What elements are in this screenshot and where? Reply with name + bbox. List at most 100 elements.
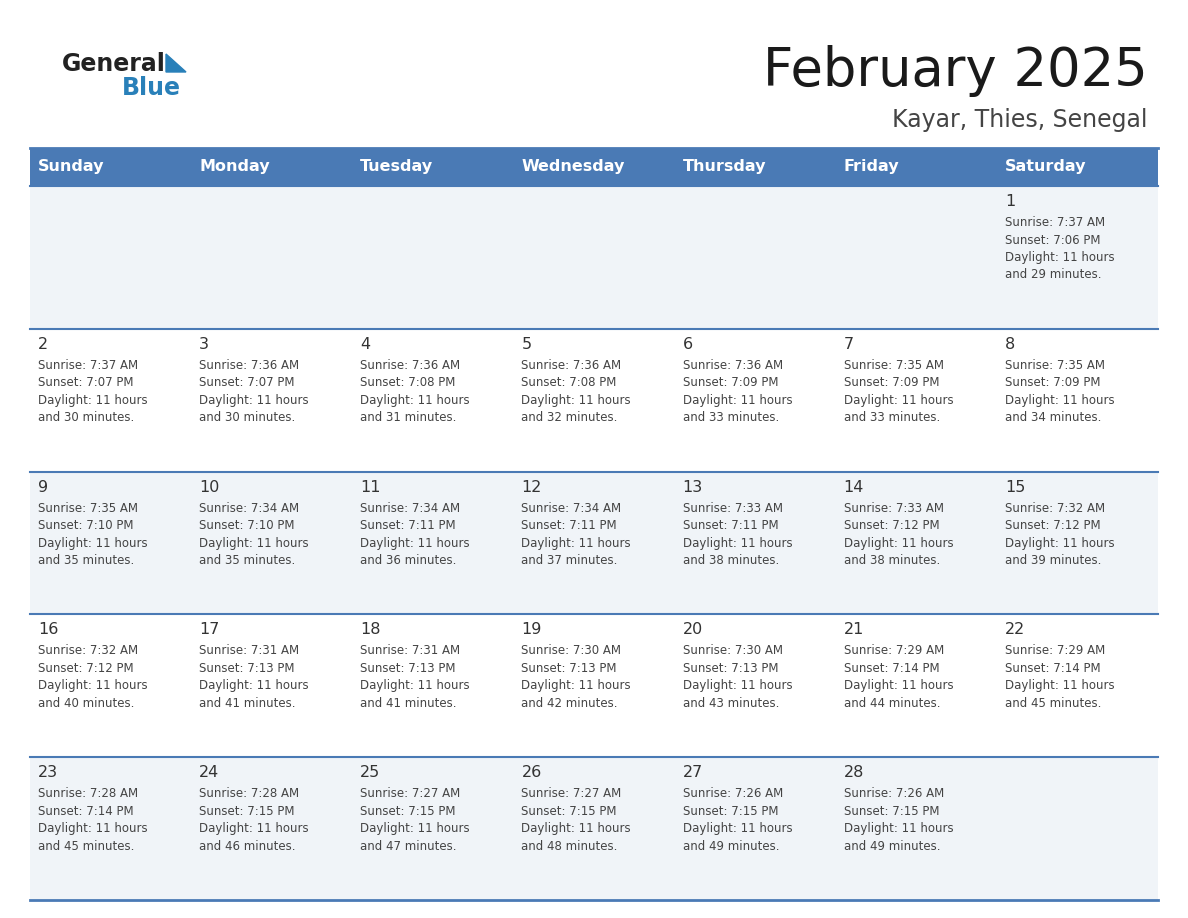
Text: Sunset: 7:14 PM: Sunset: 7:14 PM bbox=[38, 805, 133, 818]
Text: 12: 12 bbox=[522, 479, 542, 495]
Text: Sunrise: 7:34 AM: Sunrise: 7:34 AM bbox=[522, 501, 621, 515]
Text: Sunrise: 7:31 AM: Sunrise: 7:31 AM bbox=[360, 644, 461, 657]
Text: Daylight: 11 hours: Daylight: 11 hours bbox=[38, 823, 147, 835]
Text: Sunset: 7:15 PM: Sunset: 7:15 PM bbox=[360, 805, 456, 818]
Text: Sunset: 7:10 PM: Sunset: 7:10 PM bbox=[200, 519, 295, 532]
Text: and 32 minutes.: and 32 minutes. bbox=[522, 411, 618, 424]
Text: Sunrise: 7:37 AM: Sunrise: 7:37 AM bbox=[38, 359, 138, 372]
Text: Sunrise: 7:33 AM: Sunrise: 7:33 AM bbox=[683, 501, 783, 515]
Text: and 48 minutes.: and 48 minutes. bbox=[522, 840, 618, 853]
Text: Sunrise: 7:33 AM: Sunrise: 7:33 AM bbox=[843, 501, 943, 515]
Text: and 46 minutes.: and 46 minutes. bbox=[200, 840, 296, 853]
Text: Sunrise: 7:27 AM: Sunrise: 7:27 AM bbox=[360, 788, 461, 800]
Text: and 30 minutes.: and 30 minutes. bbox=[200, 411, 296, 424]
Text: 19: 19 bbox=[522, 622, 542, 637]
Text: Daylight: 11 hours: Daylight: 11 hours bbox=[1005, 251, 1114, 264]
Text: Daylight: 11 hours: Daylight: 11 hours bbox=[200, 679, 309, 692]
Text: Sunset: 7:09 PM: Sunset: 7:09 PM bbox=[1005, 376, 1100, 389]
Text: Sunrise: 7:26 AM: Sunrise: 7:26 AM bbox=[683, 788, 783, 800]
Text: Sunrise: 7:36 AM: Sunrise: 7:36 AM bbox=[522, 359, 621, 372]
Text: Daylight: 11 hours: Daylight: 11 hours bbox=[200, 823, 309, 835]
Text: Sunset: 7:15 PM: Sunset: 7:15 PM bbox=[843, 805, 940, 818]
Text: 26: 26 bbox=[522, 766, 542, 780]
Text: Sunrise: 7:34 AM: Sunrise: 7:34 AM bbox=[200, 501, 299, 515]
Text: Saturday: Saturday bbox=[1005, 160, 1086, 174]
Text: 3: 3 bbox=[200, 337, 209, 352]
Text: Sunset: 7:14 PM: Sunset: 7:14 PM bbox=[1005, 662, 1100, 675]
Text: and 38 minutes.: and 38 minutes. bbox=[843, 554, 940, 567]
Text: Sunset: 7:08 PM: Sunset: 7:08 PM bbox=[360, 376, 456, 389]
Text: Sunset: 7:10 PM: Sunset: 7:10 PM bbox=[38, 519, 133, 532]
Text: Sunrise: 7:35 AM: Sunrise: 7:35 AM bbox=[38, 501, 138, 515]
Text: and 36 minutes.: and 36 minutes. bbox=[360, 554, 456, 567]
Text: Sunset: 7:15 PM: Sunset: 7:15 PM bbox=[683, 805, 778, 818]
Text: Daylight: 11 hours: Daylight: 11 hours bbox=[200, 537, 309, 550]
Text: Sunset: 7:15 PM: Sunset: 7:15 PM bbox=[200, 805, 295, 818]
Text: and 38 minutes.: and 38 minutes. bbox=[683, 554, 779, 567]
Text: February 2025: February 2025 bbox=[763, 45, 1148, 97]
Text: Sunrise: 7:36 AM: Sunrise: 7:36 AM bbox=[683, 359, 783, 372]
Text: Daylight: 11 hours: Daylight: 11 hours bbox=[843, 537, 953, 550]
Text: and 49 minutes.: and 49 minutes. bbox=[683, 840, 779, 853]
Text: and 47 minutes.: and 47 minutes. bbox=[360, 840, 456, 853]
Text: Sunrise: 7:37 AM: Sunrise: 7:37 AM bbox=[1005, 216, 1105, 229]
Text: and 31 minutes.: and 31 minutes. bbox=[360, 411, 456, 424]
Text: Sunset: 7:12 PM: Sunset: 7:12 PM bbox=[1005, 519, 1100, 532]
Bar bbox=[30, 186, 1158, 329]
Text: and 39 minutes.: and 39 minutes. bbox=[1005, 554, 1101, 567]
Text: Daylight: 11 hours: Daylight: 11 hours bbox=[1005, 679, 1114, 692]
Text: Sunset: 7:12 PM: Sunset: 7:12 PM bbox=[843, 519, 940, 532]
Text: Sunrise: 7:35 AM: Sunrise: 7:35 AM bbox=[843, 359, 943, 372]
Text: Sunset: 7:13 PM: Sunset: 7:13 PM bbox=[360, 662, 456, 675]
Bar bbox=[30, 329, 1158, 472]
Text: and 45 minutes.: and 45 minutes. bbox=[38, 840, 134, 853]
Text: Sunset: 7:08 PM: Sunset: 7:08 PM bbox=[522, 376, 617, 389]
Text: Sunrise: 7:30 AM: Sunrise: 7:30 AM bbox=[683, 644, 783, 657]
Text: 13: 13 bbox=[683, 479, 703, 495]
Text: 25: 25 bbox=[360, 766, 380, 780]
Text: Sunset: 7:09 PM: Sunset: 7:09 PM bbox=[683, 376, 778, 389]
Text: and 41 minutes.: and 41 minutes. bbox=[200, 697, 296, 710]
Text: Sunset: 7:06 PM: Sunset: 7:06 PM bbox=[1005, 233, 1100, 247]
Text: Sunset: 7:07 PM: Sunset: 7:07 PM bbox=[200, 376, 295, 389]
Text: Sunday: Sunday bbox=[38, 160, 105, 174]
Text: and 33 minutes.: and 33 minutes. bbox=[683, 411, 779, 424]
Bar bbox=[30, 614, 1158, 757]
Text: Sunrise: 7:29 AM: Sunrise: 7:29 AM bbox=[1005, 644, 1105, 657]
Text: and 41 minutes.: and 41 minutes. bbox=[360, 697, 456, 710]
Text: Thursday: Thursday bbox=[683, 160, 766, 174]
Text: and 43 minutes.: and 43 minutes. bbox=[683, 697, 779, 710]
Text: Daylight: 11 hours: Daylight: 11 hours bbox=[1005, 394, 1114, 407]
Text: 20: 20 bbox=[683, 622, 703, 637]
Text: 21: 21 bbox=[843, 622, 864, 637]
Text: and 37 minutes.: and 37 minutes. bbox=[522, 554, 618, 567]
Text: 18: 18 bbox=[360, 622, 381, 637]
Text: Daylight: 11 hours: Daylight: 11 hours bbox=[683, 679, 792, 692]
Text: Sunset: 7:14 PM: Sunset: 7:14 PM bbox=[843, 662, 940, 675]
Text: and 42 minutes.: and 42 minutes. bbox=[522, 697, 618, 710]
Text: Sunset: 7:09 PM: Sunset: 7:09 PM bbox=[843, 376, 940, 389]
Text: General: General bbox=[62, 52, 166, 76]
Text: Sunrise: 7:31 AM: Sunrise: 7:31 AM bbox=[200, 644, 299, 657]
Text: Wednesday: Wednesday bbox=[522, 160, 625, 174]
Text: Sunset: 7:07 PM: Sunset: 7:07 PM bbox=[38, 376, 133, 389]
Text: Sunrise: 7:36 AM: Sunrise: 7:36 AM bbox=[360, 359, 461, 372]
Text: Daylight: 11 hours: Daylight: 11 hours bbox=[360, 679, 470, 692]
Text: Sunset: 7:11 PM: Sunset: 7:11 PM bbox=[360, 519, 456, 532]
Text: Daylight: 11 hours: Daylight: 11 hours bbox=[360, 394, 470, 407]
Text: Tuesday: Tuesday bbox=[360, 160, 434, 174]
Text: 23: 23 bbox=[38, 766, 58, 780]
Text: Daylight: 11 hours: Daylight: 11 hours bbox=[1005, 537, 1114, 550]
Text: Sunset: 7:13 PM: Sunset: 7:13 PM bbox=[200, 662, 295, 675]
Bar bbox=[30, 148, 1158, 186]
Text: Sunset: 7:15 PM: Sunset: 7:15 PM bbox=[522, 805, 617, 818]
Text: Sunrise: 7:29 AM: Sunrise: 7:29 AM bbox=[843, 644, 944, 657]
Text: 10: 10 bbox=[200, 479, 220, 495]
Text: Monday: Monday bbox=[200, 160, 270, 174]
Text: 27: 27 bbox=[683, 766, 703, 780]
Text: Daylight: 11 hours: Daylight: 11 hours bbox=[522, 394, 631, 407]
Text: 17: 17 bbox=[200, 622, 220, 637]
Text: 2: 2 bbox=[38, 337, 49, 352]
Polygon shape bbox=[166, 54, 187, 72]
Text: Daylight: 11 hours: Daylight: 11 hours bbox=[360, 823, 470, 835]
